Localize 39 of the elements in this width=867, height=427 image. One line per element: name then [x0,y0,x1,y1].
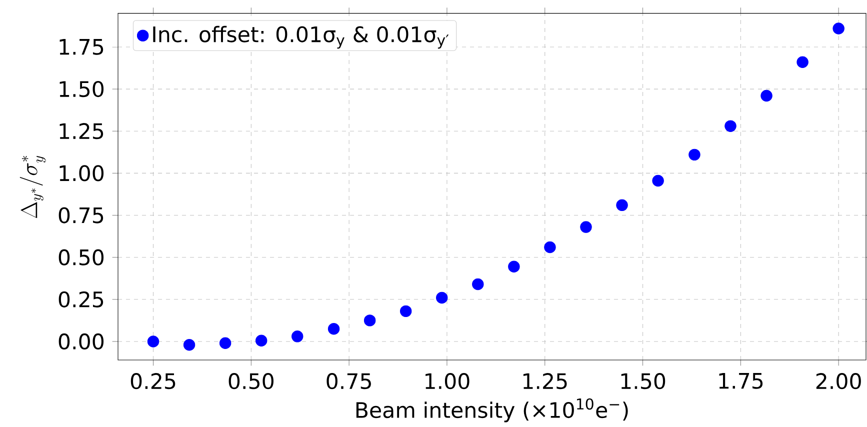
point [436,292,448,304]
y-axis-title: $\Delta_{y^*}/\sigma^*_y$ [20,156,46,218]
point [472,278,484,290]
point [796,56,808,68]
y-tick-label: 0.25 [58,291,104,308]
x-tick-label: 0.75 [326,373,371,390]
point [508,260,520,272]
point [147,336,160,348]
y-tick-label: 0.75 [58,207,104,224]
point [400,305,412,318]
point [616,199,628,212]
x-axis-title: Beam intensity (×10$^{10}$e$^{−}$) [356,398,628,422]
x-tick-label: 1.50 [621,373,666,390]
legend-label: Inc. offset: 0.01σ$_{y}$ & 0.01σ$_{y′}$ [153,26,449,49]
y-tick-label: 1.50 [60,80,104,98]
point [328,322,340,335]
x-tick-label: 2.00 [816,373,861,390]
x-tick-label: 1.25 [523,373,567,390]
x-tick-label: 0.25 [130,373,176,390]
point [183,338,196,351]
y-tick-label: 1.00 [60,165,104,182]
point [580,221,592,233]
point [219,337,232,350]
point [544,241,556,254]
y-tick-label: 0.50 [58,249,104,266]
y-tick-label: 0.00 [58,333,104,350]
point [364,314,376,326]
point [760,90,772,102]
point [832,22,844,34]
point [652,174,664,187]
x-tick-label: 1.75 [719,373,763,389]
point [688,148,700,161]
x-tick-label: 1.00 [426,373,470,390]
y-tick-label: 1.25 [60,123,104,140]
point [255,334,268,347]
point [292,330,304,342]
y-tick-label: 1.75 [60,39,104,55]
point [724,120,736,132]
x-tick-label: 0.50 [228,373,274,390]
